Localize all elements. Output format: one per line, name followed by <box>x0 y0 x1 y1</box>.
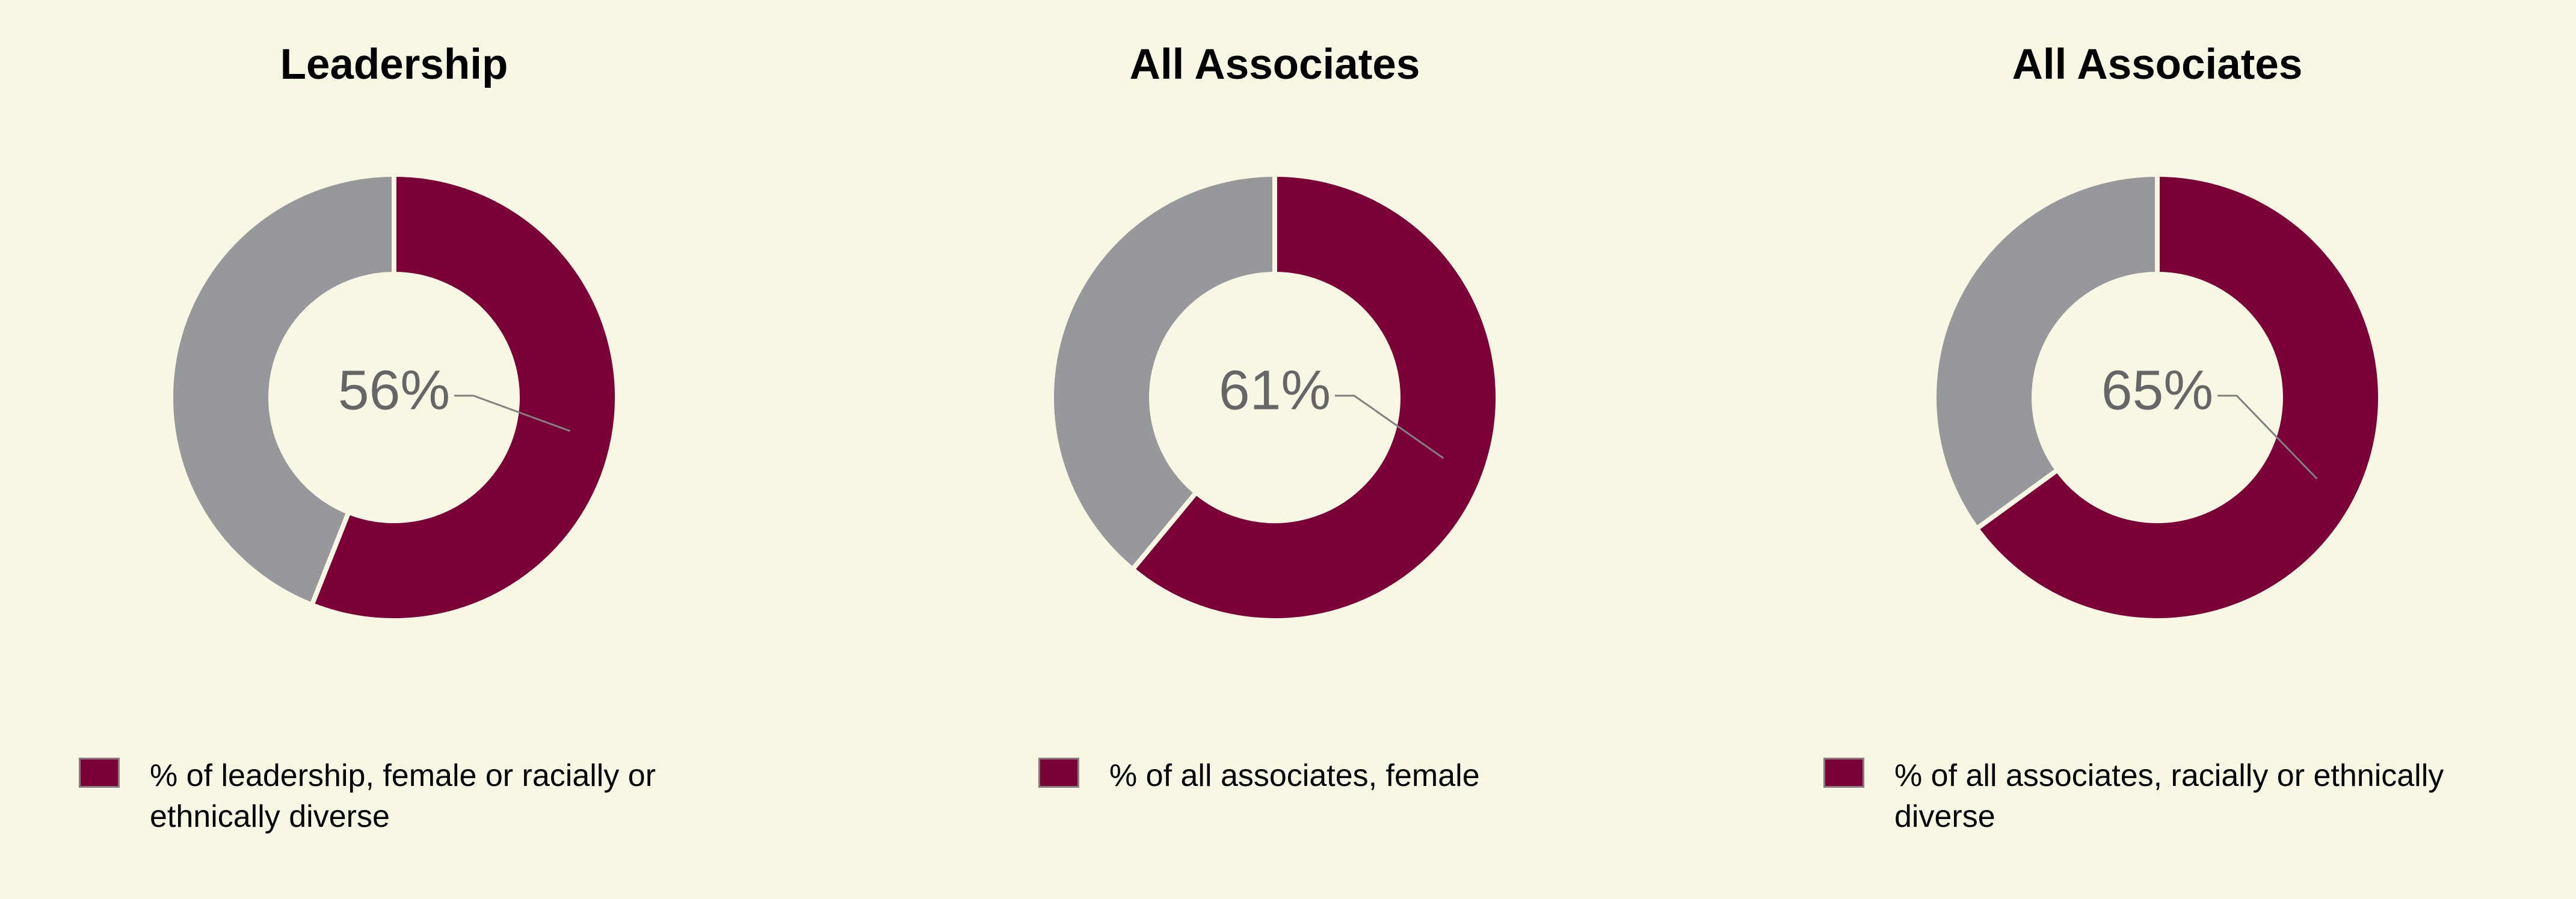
chart-title: Leadership <box>280 41 508 88</box>
legend-label: % of leadership, female or racially or e… <box>150 758 656 834</box>
donut-slice <box>168 171 396 609</box>
chart-title: All Associates <box>2012 41 2303 88</box>
donut-slice <box>1932 171 2160 532</box>
center-label: 61% <box>1219 359 1331 422</box>
center-label: 65% <box>2101 359 2213 422</box>
donut-slice <box>1129 171 1500 623</box>
legend-swatch <box>1823 758 1864 788</box>
legend-label: % of all associates, female <box>1109 758 1480 793</box>
legend: % of all associates, racially or ethnica… <box>1823 755 2502 837</box>
donut-slice <box>1049 171 1277 573</box>
legend-swatch <box>1038 758 1079 788</box>
leader-line <box>1335 394 1444 459</box>
legend-swatch <box>79 758 120 788</box>
chart-title: All Associates <box>1130 41 1420 88</box>
center-label: 56% <box>338 359 450 422</box>
donut-slice <box>309 171 620 623</box>
legend: % of all associates, female <box>1038 755 1717 796</box>
leader-line <box>454 394 571 432</box>
legend: % of leadership, female or racially or e… <box>79 755 757 837</box>
donut-slice <box>1973 171 2383 623</box>
leader-line <box>2217 394 2318 480</box>
legend-label: % of all associates, racially or ethnica… <box>1894 758 2444 834</box>
